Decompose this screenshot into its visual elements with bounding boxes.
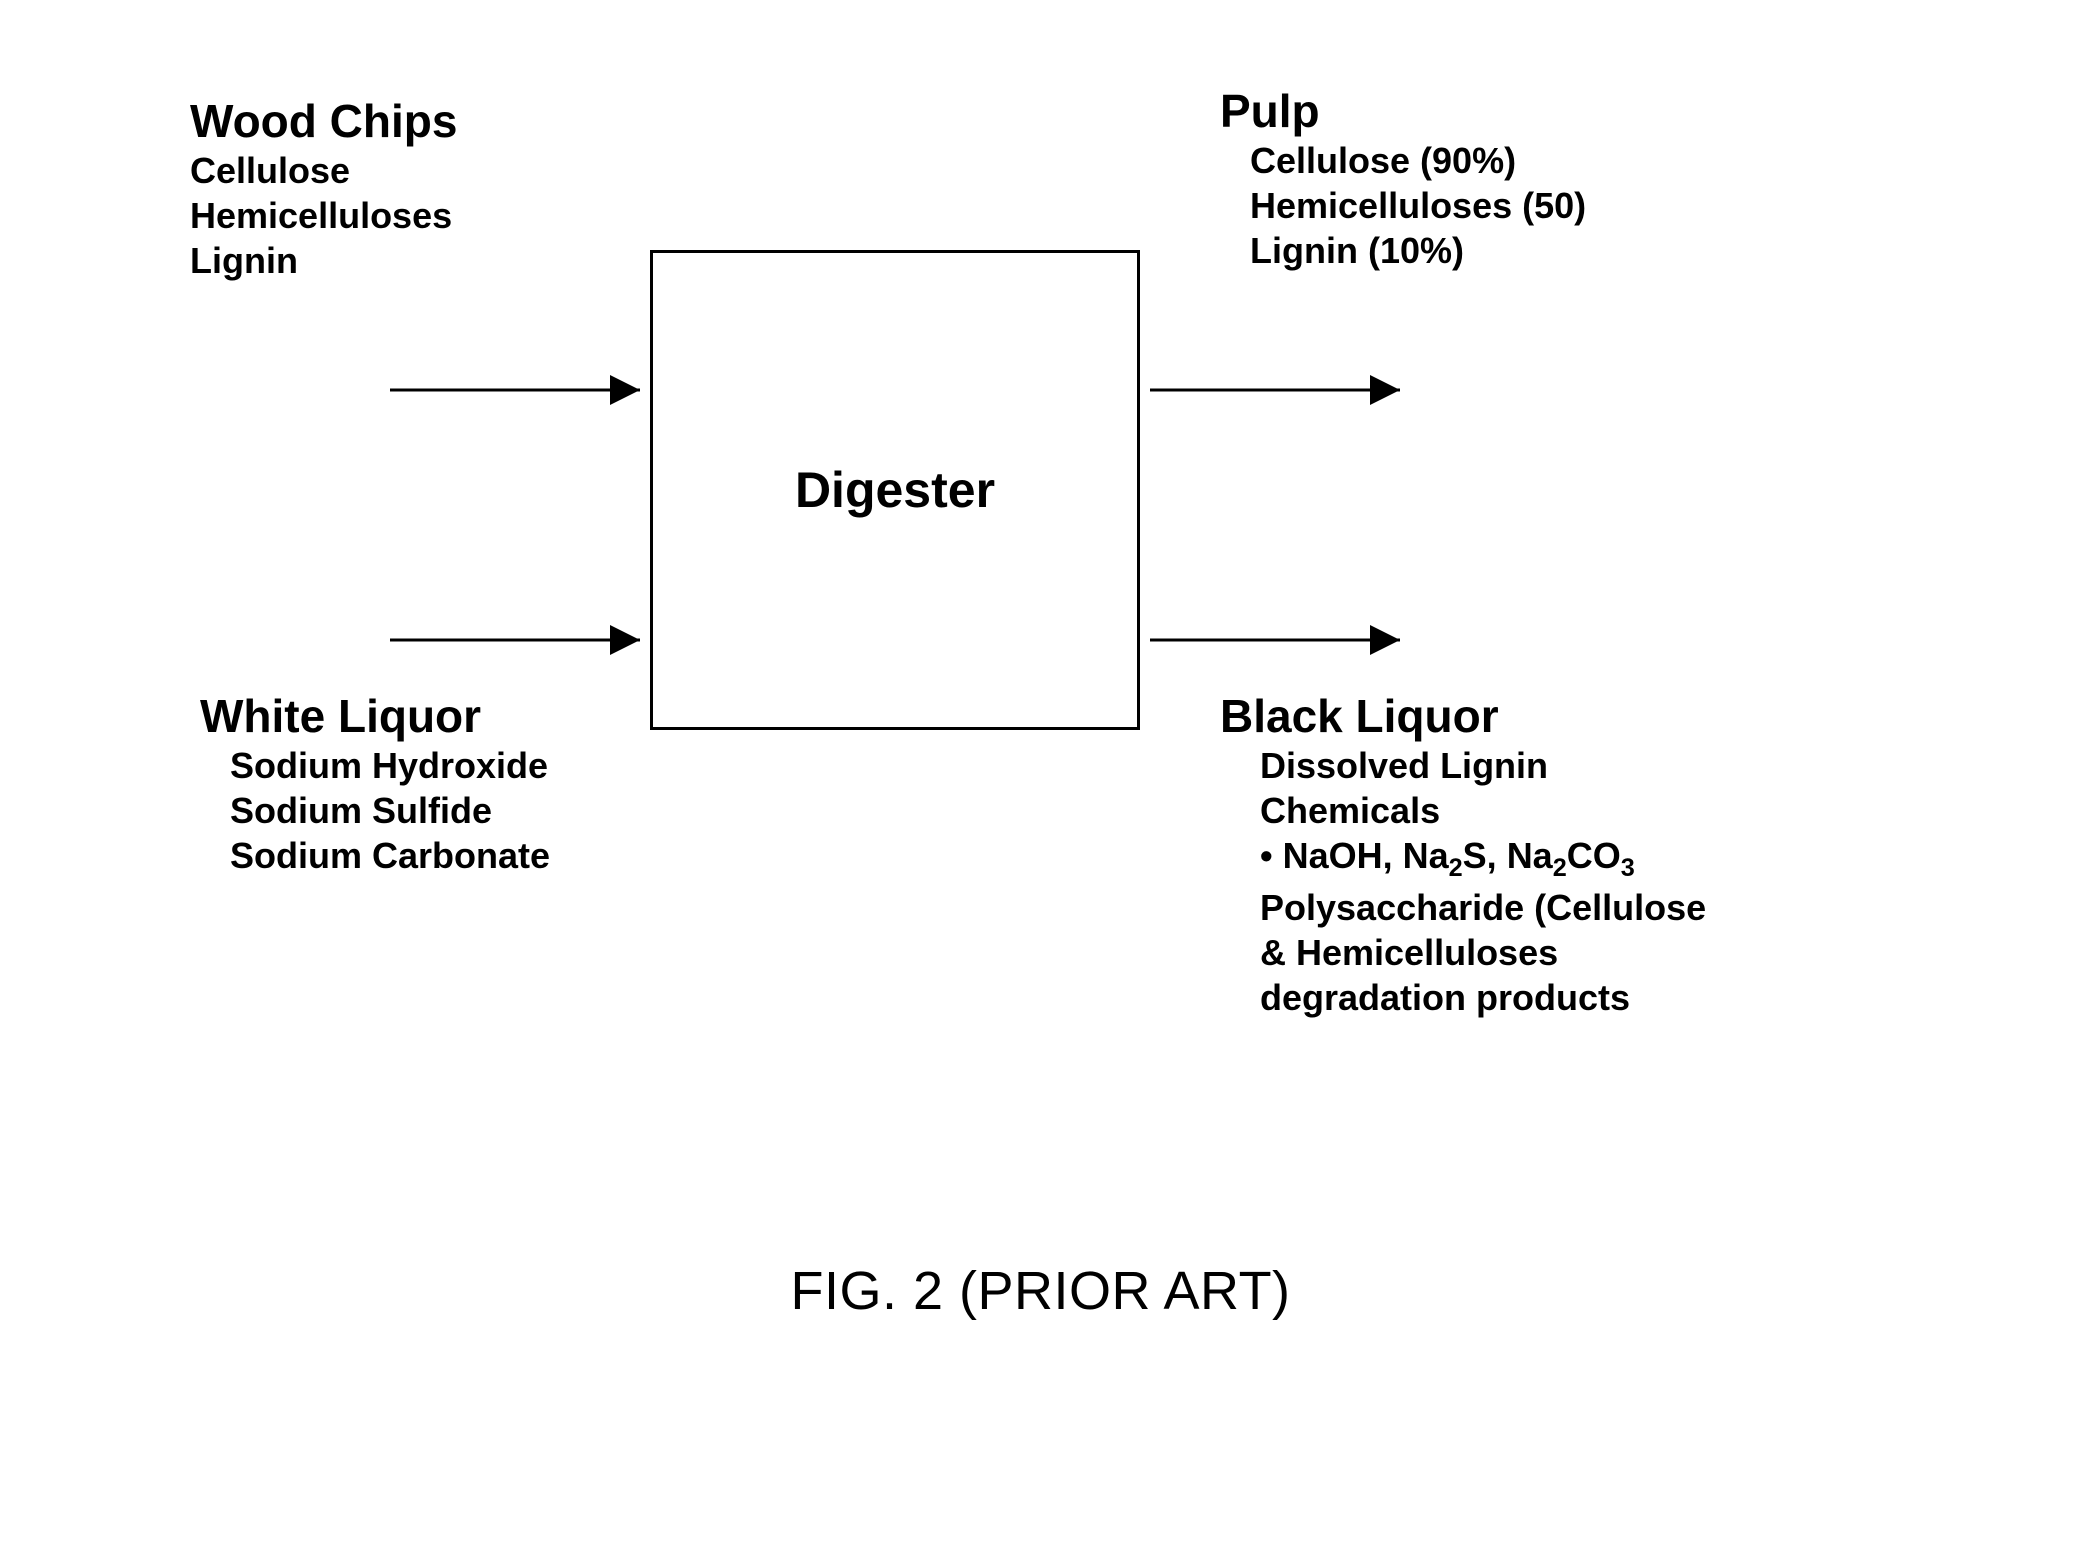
diagram-canvas: Digester Wood Chips Cellulose Hemicellul… [0, 0, 2081, 1543]
figure-caption: FIG. 2 (PRIOR ART) [0, 1260, 2081, 1322]
black-liquor-line6: degradation products [1260, 975, 1940, 1020]
black-liquor-line2: Chemicals [1260, 788, 1940, 833]
white-liquor-group: White Liquor Sodium Hydroxide Sodium Sul… [200, 690, 550, 878]
bl3-mid: S, Na [1463, 835, 1553, 876]
white-liquor-item-2: Sodium Carbonate [230, 833, 550, 878]
pulp-title: Pulp [1220, 85, 1586, 138]
digester-label: Digester [795, 461, 995, 519]
bl3-sub2: 2 [1553, 854, 1567, 882]
black-liquor-line1: Dissolved Lignin [1260, 743, 1940, 788]
wood-chips-item-0: Cellulose [190, 148, 457, 193]
wood-chips-group: Wood Chips Cellulose Hemicelluloses Lign… [190, 95, 457, 283]
wood-chips-item-1: Hemicelluloses [190, 193, 457, 238]
black-liquor-line4: Polysaccharide (Cellulose [1260, 885, 1940, 930]
black-liquor-group: Black Liquor Dissolved Lignin Chemicals … [1220, 690, 1940, 1020]
pulp-item-0: Cellulose (90%) [1250, 138, 1586, 183]
pulp-item-1: Hemicelluloses (50) [1250, 183, 1586, 228]
white-liquor-title: White Liquor [200, 690, 550, 743]
wood-chips-item-2: Lignin [190, 238, 457, 283]
wood-chips-title: Wood Chips [190, 95, 457, 148]
pulp-group: Pulp Cellulose (90%) Hemicelluloses (50)… [1220, 85, 1586, 273]
black-liquor-title: Black Liquor [1220, 690, 1940, 743]
pulp-item-2: Lignin (10%) [1250, 228, 1586, 273]
bl3-sub1: 2 [1449, 854, 1463, 882]
white-liquor-item-1: Sodium Sulfide [230, 788, 550, 833]
bl3-co: CO [1567, 835, 1621, 876]
black-liquor-line3: • NaOH, Na2S, Na2CO3 [1260, 833, 1940, 885]
white-liquor-item-0: Sodium Hydroxide [230, 743, 550, 788]
bl3-sub3: 3 [1621, 854, 1635, 882]
digester-box: Digester [650, 250, 1140, 730]
black-liquor-line5: & Hemicelluloses [1260, 930, 1940, 975]
bl3-prefix: • NaOH, Na [1260, 835, 1449, 876]
